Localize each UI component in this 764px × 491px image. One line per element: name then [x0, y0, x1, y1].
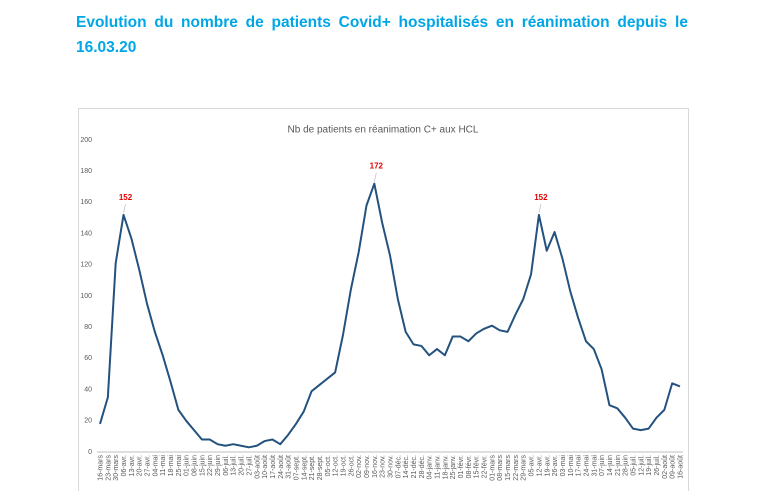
x-tick-label: 26-oct.: [348, 455, 355, 476]
y-tick-label: 140: [80, 230, 92, 237]
x-tick-label: 20-juil.: [239, 455, 246, 476]
y-tick-label: 160: [80, 199, 92, 206]
x-tick-label: 26-juil.: [654, 455, 661, 476]
x-tick-label: 12-avr.: [536, 455, 543, 476]
x-tick-label: 10-août: [262, 455, 269, 479]
x-tick-label: 25-mai: [176, 455, 183, 477]
x-tick-label: 15-juin: [199, 455, 206, 476]
x-tick-label: 07-sept.: [293, 455, 300, 480]
line-series: [99, 182, 681, 449]
x-tick-label: 14-juin: [607, 455, 614, 476]
x-tick-label: 17-mai: [576, 455, 583, 477]
x-tick-label: 05-avr.: [529, 455, 536, 476]
x-tick-label: 24-mai: [583, 455, 590, 477]
x-tick-label: 28-déc.: [419, 455, 426, 478]
page-title: Evolution du nombre de patients Covid+ h…: [76, 14, 688, 56]
x-tick-label: 01-mars: [489, 455, 496, 481]
x-tick-label: 23-nov.: [380, 455, 387, 478]
x-tick-label: 08-févr.: [466, 455, 473, 478]
x-tick-label: 22-févr.: [482, 455, 489, 478]
x-tick-label: 22-juin: [207, 455, 214, 476]
chart-frame: [78, 108, 689, 491]
x-tick-label: 29-juin: [215, 455, 222, 476]
y-tick-label: 0: [88, 449, 92, 456]
x-tick-label: 27-juil.: [246, 455, 253, 476]
x-tick-label: 19-oct.: [340, 455, 347, 476]
y-tick-label: 80: [84, 324, 92, 331]
y-tick-label: 180: [80, 168, 92, 175]
x-tick-label: 05-oct.: [325, 455, 332, 476]
x-tick-label: 03-août: [254, 455, 261, 479]
x-tick-label: 20-avr.: [137, 455, 144, 476]
x-tick-label: 21-déc.: [411, 455, 418, 478]
x-tick-label: 07-déc.: [395, 455, 402, 478]
y-tick-label: 20: [84, 418, 92, 425]
x-tick-label: 21-juin: [615, 455, 622, 476]
x-tick-label: 19-juil.: [646, 455, 653, 476]
x-tick-label: 07-juin: [599, 455, 606, 476]
y-tick-label: 60: [84, 355, 92, 362]
y-tick-label: 200: [80, 137, 92, 144]
x-tick-label: 12-juil.: [638, 455, 645, 476]
x-tick-label: 06-avr.: [121, 455, 128, 476]
x-tick-label: 14-déc.: [403, 455, 410, 478]
x-tick-label: 08-juin: [192, 455, 199, 476]
y-tick-label: 40: [84, 386, 92, 393]
y-tick-label: 100: [80, 293, 92, 300]
x-tick-label: 28-juin: [623, 455, 630, 476]
x-tick-label: 18-mai: [168, 455, 175, 477]
data-label: 152: [119, 193, 133, 202]
chart-title: Nb de patients en réanimation C+ aux HCL: [288, 125, 479, 136]
x-tick-label: 15-févr.: [474, 455, 481, 478]
x-tick-label: 14-sept.: [301, 455, 308, 480]
x-tick-label: 16-nov.: [372, 455, 379, 478]
x-tick-label: 28-sept.: [317, 455, 324, 480]
y-tick-label: 120: [80, 262, 92, 269]
data-label: 172: [370, 162, 384, 171]
x-tick-label: 15-mars: [505, 455, 512, 481]
x-tick-label: 27-avr.: [145, 455, 152, 476]
x-tick-label: 16-août: [678, 455, 685, 479]
x-tick-label: 09-nov.: [364, 455, 371, 478]
x-tick-label: 08-mars: [497, 455, 504, 481]
x-tick-label: 02-août: [662, 455, 669, 479]
x-tick-label: 01-juin: [184, 455, 191, 476]
x-tick-label: 24-août: [278, 455, 285, 479]
x-tick-label: 21-sept.: [309, 455, 316, 480]
x-tick-label: 16-mars: [98, 455, 105, 481]
label-leader: [373, 172, 377, 182]
x-tick-label: 25-janv.: [450, 455, 457, 479]
x-tick-label: 09-août: [670, 455, 677, 479]
x-tick-label: 30-nov.: [388, 455, 395, 478]
x-tick-label: 30-mars: [113, 455, 120, 481]
x-tick-label: 03-mai: [560, 455, 567, 477]
x-tick-label: 19-avr.: [544, 455, 551, 476]
data-label: 152: [534, 193, 548, 202]
x-tick-label: 10-mai: [568, 455, 575, 477]
x-tick-label: 31-mai: [591, 455, 598, 477]
x-tick-label: 02-nov.: [356, 455, 363, 478]
label-leader: [538, 203, 542, 213]
x-tick-label: 12-oct.: [333, 455, 340, 476]
x-tick-label: 11-janv.: [435, 455, 442, 479]
x-tick-label: 29-mars: [521, 455, 528, 481]
x-tick-label: 31-août: [286, 455, 293, 479]
x-tick-label: 04-mai: [152, 455, 159, 477]
x-tick-label: 18-janv.: [442, 455, 449, 479]
x-tick-label: 13-juil.: [231, 455, 238, 476]
x-tick-label: 04-janv.: [427, 455, 434, 479]
x-tick-label: 23-mars: [105, 455, 112, 481]
x-tick-label: 26-avr.: [552, 455, 559, 476]
x-tick-label: 01-févr.: [458, 455, 465, 478]
label-leader: [123, 203, 126, 213]
x-tick-label: 05-juil.: [630, 455, 637, 476]
x-tick-label: 11-mai: [160, 455, 167, 476]
x-tick-label: 13-avr.: [129, 455, 136, 476]
x-tick-label: 22-mars: [513, 455, 520, 481]
x-tick-label: 17-août: [270, 455, 277, 479]
x-tick-label: 06-juil.: [223, 455, 230, 476]
